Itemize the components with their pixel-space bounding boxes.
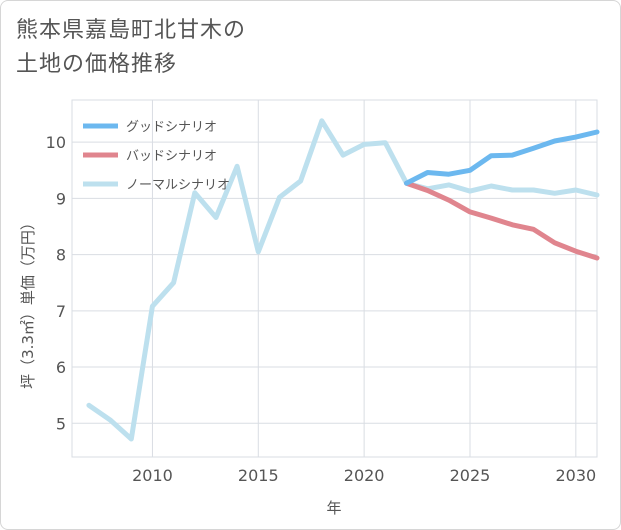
y-tick-label: 9 [56,189,66,208]
axes: 5 6 7 8 9 10 2010 2015 2020 2025 2030 [46,133,597,485]
series-group [86,118,600,442]
chart-title-line-2: 土地の価格推移 [16,52,178,77]
x-tick-label: 2030 [555,466,596,485]
y-tick-label: 7 [56,302,66,321]
series-line-2 [86,118,600,442]
x-axis-label: 年 [326,499,341,517]
y-axis-label: 坪（3.3㎡）単価（万円） [19,215,37,389]
y-tick-label: 5 [56,414,66,433]
y-tick-label: 8 [56,246,66,265]
chart-title-line-1: 熊本県嘉島町北甘木の [16,18,247,43]
series-line-0 [404,129,600,186]
plot-area [71,99,598,458]
x-tick-label: 2015 [238,466,279,485]
legend-label-2: ノーマルシナリオ [126,178,230,193]
series-line-1 [404,180,600,261]
legend-label-1: バッドシナリオ [126,149,217,164]
x-tick-label: 2010 [132,466,173,485]
grid [71,99,598,458]
legend-label-0: グッドシナリオ [126,120,217,135]
x-tick-label: 2020 [344,466,385,485]
x-tick-label: 2025 [450,466,491,485]
chart-title: 熊本県嘉島町北甘木の 土地の価格推移 [16,14,246,82]
y-tick-label: 6 [56,358,66,377]
y-tick-label: 10 [46,133,66,152]
